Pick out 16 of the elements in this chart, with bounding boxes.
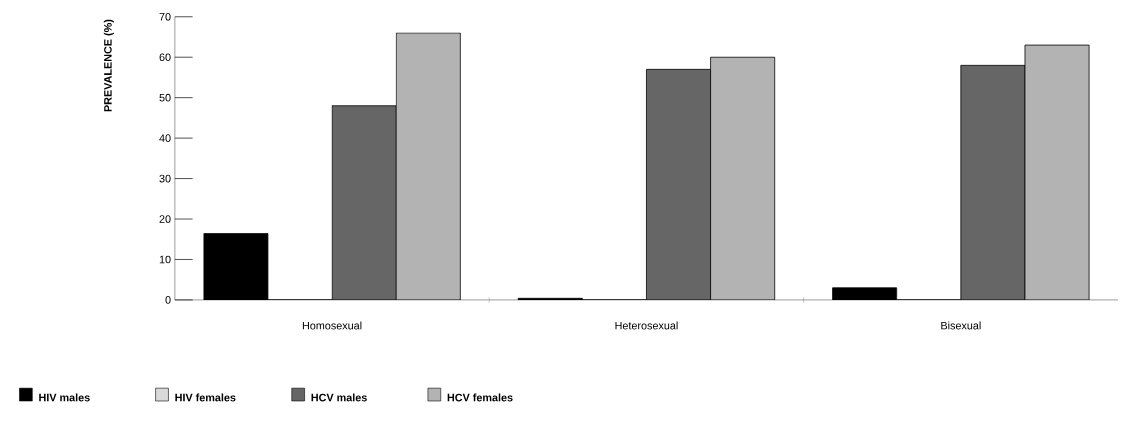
legend-label: HIV males xyxy=(39,393,90,402)
legend-label: HIV females xyxy=(175,393,236,402)
y-tick-label: 30 xyxy=(159,174,171,183)
x-tick-label: Homosexual xyxy=(302,321,362,330)
x-tick-label: Heterosexual xyxy=(615,321,678,330)
y-tick-label: 40 xyxy=(159,134,171,142)
y-tick-label: 10 xyxy=(159,255,171,264)
x-tick-label: Bisexual xyxy=(941,321,981,330)
y-axis-title: PREVALENCE (%) xyxy=(103,19,114,112)
y-tick-label: 50 xyxy=(159,93,171,102)
y-tick-label: 70 xyxy=(159,12,171,21)
legend-label: HCV females xyxy=(447,393,513,402)
y-tick-label: 20 xyxy=(159,215,171,223)
y-tick-label: 0 xyxy=(165,296,171,304)
legend-label: HCV males xyxy=(311,393,367,402)
y-tick-label: 60 xyxy=(159,53,171,61)
